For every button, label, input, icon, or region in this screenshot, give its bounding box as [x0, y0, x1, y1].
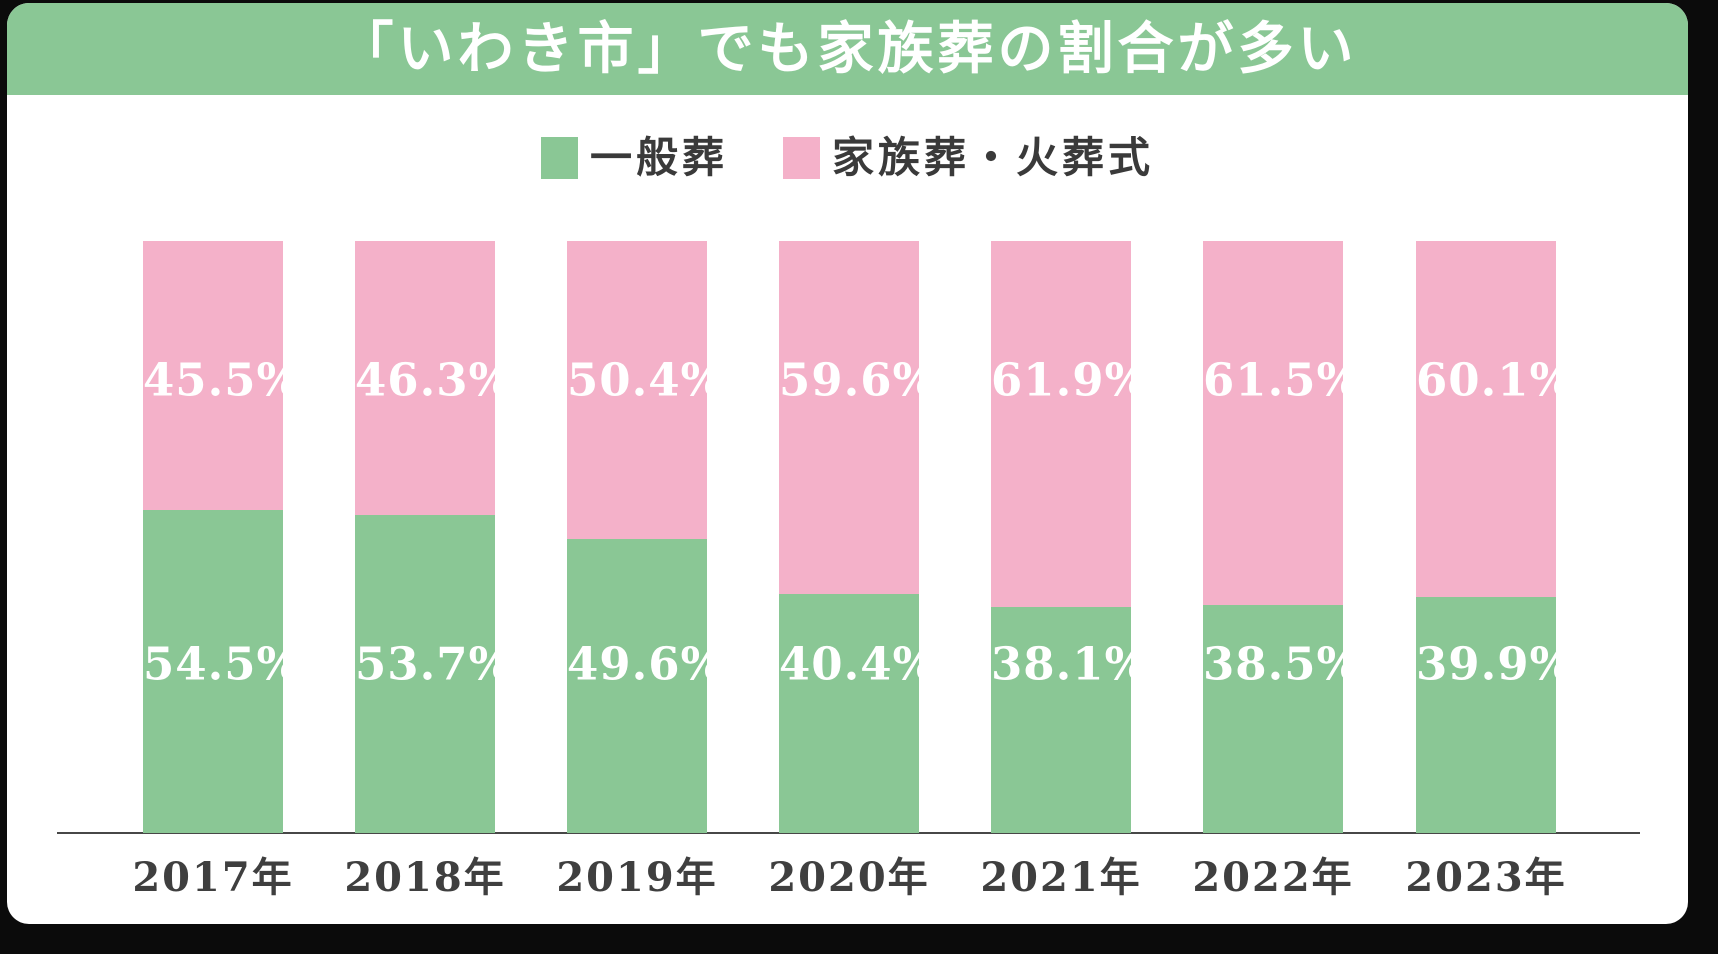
legend-item-1: 家族葬・火葬式	[783, 137, 1154, 179]
bar-column-2020年: 59.6% 40.4%	[779, 241, 935, 833]
segment-general-funeral	[355, 515, 495, 833]
legend-label-0: 一般葬	[589, 133, 728, 182]
segment-family-funeral	[567, 241, 707, 540]
x-axis-labels: 2017年 2018年 2019年 2020年 2021年 2022年 2023年	[7, 851, 1688, 907]
segment-general-funeral	[1416, 596, 1556, 833]
legend-item-0: 一般葬	[540, 133, 728, 182]
legend: 一般葬 家族葬・火葬式	[7, 133, 1688, 183]
segment-general-funeral	[567, 539, 707, 833]
legend-swatch-1	[783, 137, 820, 179]
x-tick-label-2020年: 2020年	[768, 854, 930, 901]
x-axis-line	[57, 832, 1640, 834]
segment-family-funeral	[1416, 241, 1556, 597]
title-banner: 「いわき市」でも家族葬の割合が多い	[7, 3, 1688, 95]
bar-column-2019年: 50.4% 49.6%	[567, 241, 723, 833]
segment-general-funeral	[991, 607, 1131, 833]
x-tick-label-2023年: 2023年	[1405, 854, 1567, 901]
bar-column-2023年: 60.1% 39.9%	[1416, 241, 1572, 833]
segment-family-funeral	[991, 241, 1131, 608]
bar-column-2018年: 46.3% 53.7%	[355, 241, 511, 833]
segment-family-funeral	[143, 241, 283, 511]
bar-column-2021年: 61.9% 38.1%	[991, 241, 1147, 833]
segment-general-funeral	[1203, 605, 1343, 833]
chart-card: 「いわき市」でも家族葬の割合が多い 一般葬 家族葬・火葬式 45.5% 54.5% 4…	[7, 3, 1688, 924]
segment-family-funeral	[779, 241, 919, 594]
segment-general-funeral	[779, 593, 919, 833]
segment-general-funeral	[143, 510, 283, 833]
bar-column-2017年: 45.5% 54.5%	[143, 241, 299, 833]
chart-title: 「いわき市」でも家族葬の割合が多い	[337, 16, 1358, 82]
plot-area: 45.5% 54.5% 46.3% 53.7% 50.4% 49.6% 59.6% 40.4%…	[7, 241, 1688, 834]
x-tick-label-2018年: 2018年	[344, 854, 506, 901]
segment-family-funeral	[355, 241, 495, 516]
segment-family-funeral	[1203, 241, 1343, 606]
x-tick-label-2021年: 2021年	[980, 854, 1142, 901]
legend-label-1: 家族葬・火葬式	[832, 133, 1155, 182]
legend-swatch-0	[540, 137, 578, 179]
x-tick-label-2017年: 2017年	[132, 854, 294, 901]
bar-column-2022年: 61.5% 38.5%	[1203, 241, 1359, 833]
x-tick-label-2019年: 2019年	[556, 854, 718, 901]
x-tick-label-2022年: 2022年	[1192, 854, 1354, 901]
